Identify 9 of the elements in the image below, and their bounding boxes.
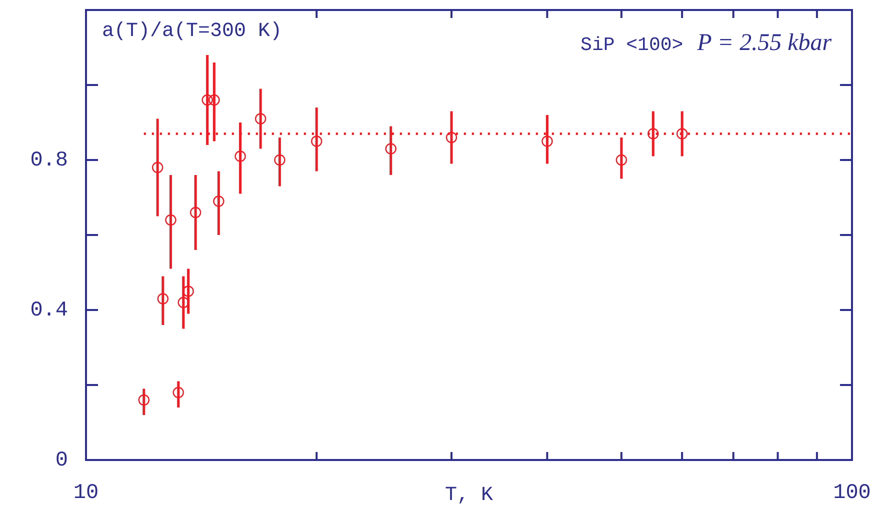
- x-tick-label: 10: [73, 482, 99, 505]
- x-tick-label: 100: [833, 482, 871, 505]
- annotation: P = 2.55 kbar: [696, 30, 832, 56]
- y-axis-title: a(T)/a(T=300 K): [102, 20, 282, 43]
- annotation: SiP <100>: [580, 34, 684, 56]
- y-tick-label: 0.8: [30, 150, 68, 173]
- x-axis-title: T, K: [444, 484, 494, 505]
- y-tick-label: 0: [55, 450, 68, 473]
- y-tick-label: 0.4: [30, 300, 68, 323]
